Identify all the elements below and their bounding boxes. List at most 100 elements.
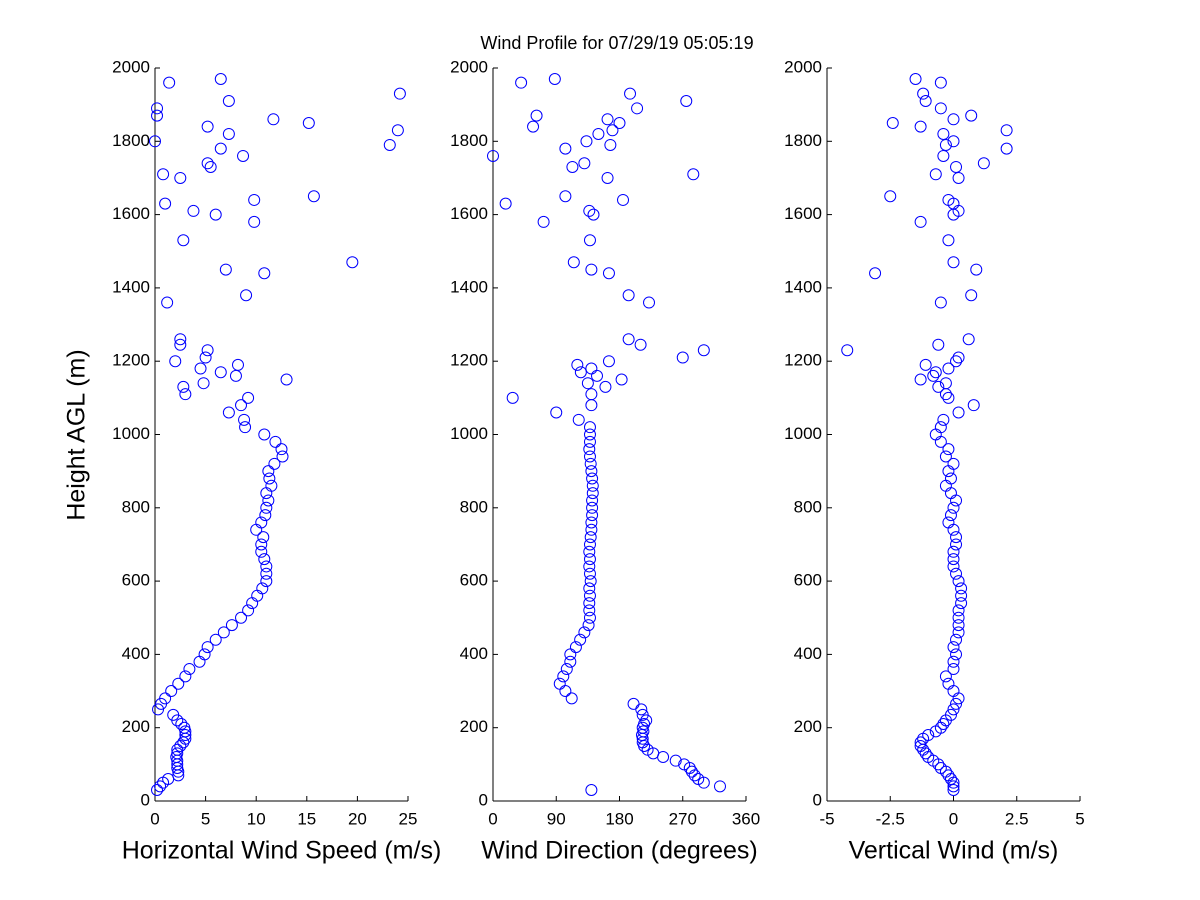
- point: [583, 443, 596, 456]
- point: [506, 391, 519, 404]
- point: [947, 685, 960, 698]
- point: [265, 479, 278, 492]
- point: [580, 135, 593, 148]
- point: [643, 296, 656, 309]
- point: [222, 94, 235, 107]
- point: [239, 421, 252, 434]
- point: [178, 721, 191, 734]
- point: [613, 116, 626, 129]
- point: [237, 149, 250, 162]
- y-tick-label: 1600: [112, 204, 150, 223]
- point: [950, 648, 963, 661]
- point: [557, 670, 570, 683]
- point: [950, 538, 963, 551]
- point: [599, 380, 612, 393]
- point: [939, 479, 952, 492]
- y-tick-label: 1800: [112, 131, 150, 150]
- point: [152, 703, 165, 716]
- point: [952, 626, 965, 639]
- point: [932, 338, 945, 351]
- point: [258, 553, 271, 566]
- point: [917, 743, 930, 756]
- point: [262, 494, 275, 507]
- point: [260, 575, 273, 588]
- point: [587, 208, 600, 221]
- point: [937, 127, 950, 140]
- point: [627, 697, 640, 710]
- point: [174, 333, 187, 346]
- x-tick-label: 10: [247, 809, 266, 828]
- y-tick-label: 400: [122, 644, 150, 663]
- point: [179, 388, 192, 401]
- point: [942, 391, 955, 404]
- point: [238, 413, 251, 426]
- point: [149, 135, 161, 148]
- point: [214, 142, 227, 155]
- point: [582, 619, 595, 632]
- point: [944, 708, 957, 721]
- point: [222, 406, 235, 419]
- point: [841, 344, 854, 357]
- y-tick-label: 1200: [112, 351, 150, 370]
- point: [280, 373, 293, 386]
- point: [952, 351, 965, 364]
- point: [260, 487, 273, 500]
- point: [601, 171, 614, 184]
- x-tick-label: 15: [297, 809, 316, 828]
- point: [914, 373, 927, 386]
- point: [947, 457, 960, 470]
- point: [583, 604, 596, 617]
- point: [606, 124, 619, 137]
- point: [260, 501, 273, 514]
- point: [604, 138, 617, 151]
- point: [939, 138, 952, 151]
- point: [919, 358, 932, 371]
- y-tick-label: 200: [460, 717, 488, 736]
- point: [159, 197, 172, 210]
- point: [944, 773, 957, 786]
- x-tick-label: 90: [547, 809, 566, 828]
- point: [952, 575, 965, 588]
- point: [584, 531, 597, 544]
- point: [169, 355, 182, 368]
- y-tick-label: 400: [460, 644, 488, 663]
- point: [154, 780, 167, 793]
- point: [955, 582, 968, 595]
- point: [947, 703, 960, 716]
- point: [585, 263, 598, 276]
- point: [944, 509, 957, 522]
- point: [585, 523, 598, 536]
- point: [884, 190, 897, 203]
- point: [583, 234, 596, 247]
- point: [937, 718, 950, 731]
- point: [942, 516, 955, 529]
- point: [947, 523, 960, 536]
- point: [591, 369, 604, 382]
- y-tick-label: 800: [794, 497, 822, 516]
- point: [161, 296, 174, 309]
- point: [917, 87, 930, 100]
- point: [566, 160, 579, 173]
- point: [235, 611, 248, 624]
- point: [393, 87, 406, 100]
- y-tick-label: 1600: [450, 204, 488, 223]
- y-tick-label: 1800: [450, 131, 488, 150]
- point: [527, 120, 540, 133]
- point: [909, 72, 922, 85]
- point: [617, 193, 630, 206]
- point: [585, 388, 598, 401]
- point: [914, 736, 927, 749]
- point: [567, 256, 580, 269]
- x-tick-label: 270: [669, 809, 697, 828]
- point: [965, 109, 978, 122]
- point: [934, 296, 947, 309]
- point: [947, 553, 960, 566]
- y-axis-label: Height AGL (m): [63, 349, 91, 520]
- point: [886, 116, 899, 129]
- point: [939, 377, 952, 390]
- y-tick-label: 1000: [112, 424, 150, 443]
- point: [962, 333, 975, 346]
- point: [565, 692, 578, 705]
- point: [950, 531, 963, 544]
- y-tick-label: 0: [141, 790, 150, 809]
